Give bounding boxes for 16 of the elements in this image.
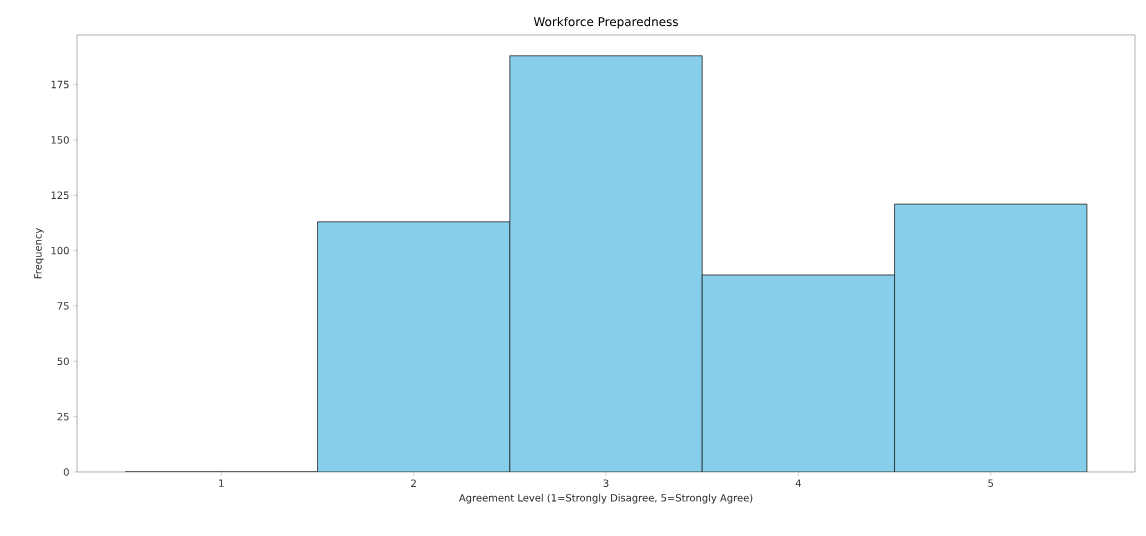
y-tick-label: 150: [51, 136, 69, 144]
x-axis-title: Agreement Level (1=Strongly Disagree, 5=Strongly Agree): [458, 493, 753, 504]
x-tick-label: 4: [795, 479, 801, 487]
y-axis-title: Frequency: [34, 228, 44, 279]
chart-title: Workforce Preparedness: [533, 16, 678, 29]
y-tick-label: 75: [57, 302, 69, 310]
x-tick-label: 1: [219, 479, 224, 487]
y-tick-label: 50: [57, 357, 69, 366]
y-tick-label: 0: [63, 468, 69, 476]
x-tick-label: 2: [411, 479, 416, 487]
y-tick-label: 25: [57, 412, 69, 421]
x-tick-label: 5: [988, 479, 994, 487]
y-tick-label: 175: [51, 80, 69, 89]
x-tick-label: 3: [603, 479, 609, 488]
y-tick-label: 125: [51, 191, 69, 200]
y-tick-label: 100: [51, 246, 69, 255]
